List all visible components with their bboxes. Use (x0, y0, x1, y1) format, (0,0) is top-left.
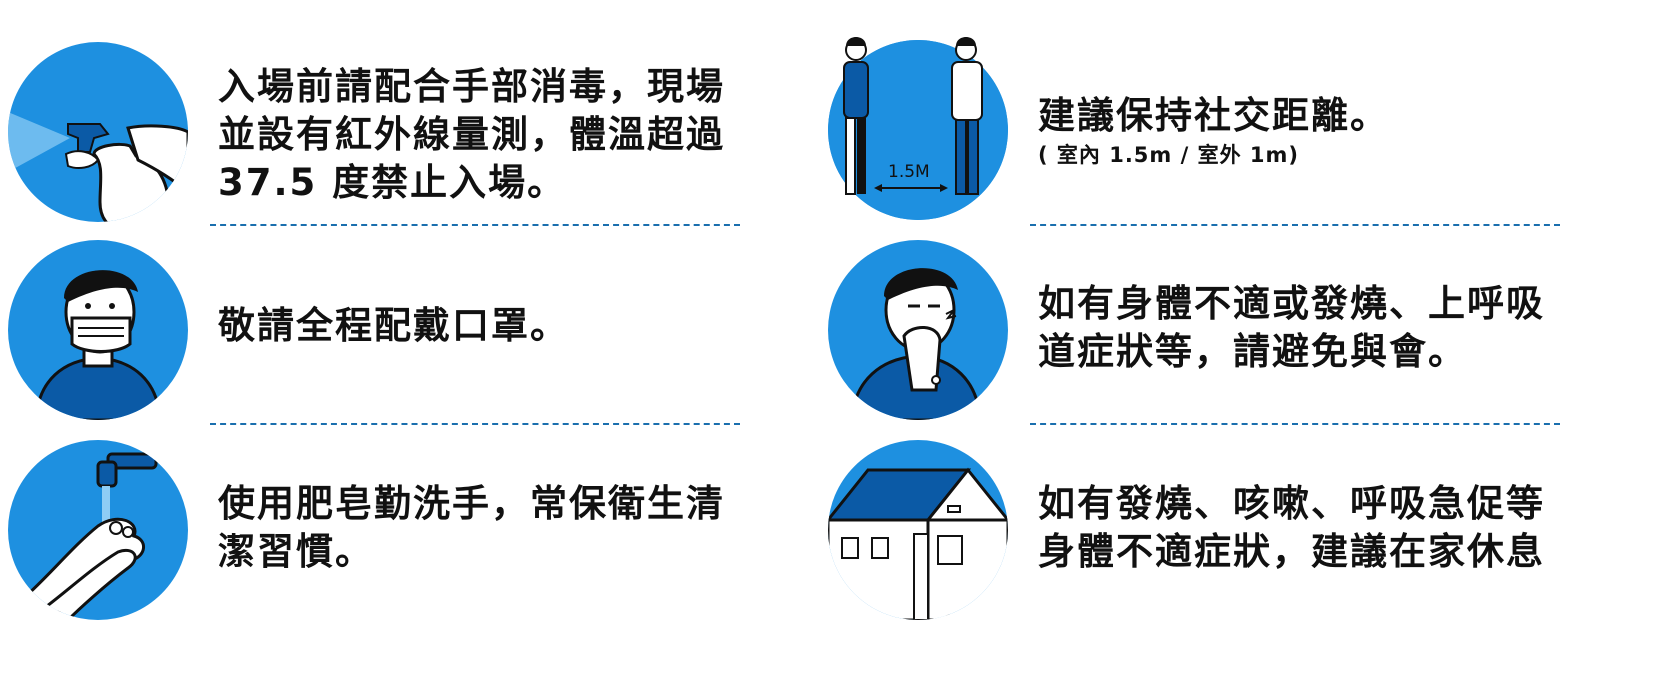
tip-text: 入場前請配合手部消毒，現場 並設有紅外線量測，體溫超過 37.5 度禁止入場。 (218, 63, 725, 207)
text-line: 入場前請配合手部消毒，現場 (218, 65, 725, 108)
text-line: 如有身體不適或發燒、上呼吸 (1038, 282, 1545, 325)
tip-text: 敬請全程配戴口罩。 (218, 302, 569, 350)
tip-text: 如有發燒、咳嗽、呼吸急促等 身體不適症狀，建議在家休息 (1038, 480, 1545, 576)
text-line: 道症狀等，請避免與會。 (1038, 330, 1467, 373)
hand-washing-icon (8, 440, 188, 620)
text-line: 37.5 度禁止入場。 (218, 161, 567, 204)
text-line: 身體不適症狀，建議在家休息 (1038, 530, 1545, 573)
text-line: 敬請全程配戴口罩。 (218, 304, 569, 347)
text-line: 使用肥皂勤洗手，常保衛生清 (218, 482, 725, 525)
divider (210, 423, 740, 425)
face-mask-icon (8, 240, 188, 420)
divider (1030, 423, 1560, 425)
divider (210, 224, 740, 226)
house-icon (828, 440, 1008, 620)
tip-text: 建議保持社交距離。 ( 室內 1.5m / 室外 1m) (1038, 92, 1389, 170)
tip-text: 使用肥皂勤洗手，常保衛生清 潔習慣。 (218, 480, 725, 576)
social-distance-icon: 1.5M (828, 37, 1008, 220)
distance-note: ( 室內 1.5m / 室外 1m) (1038, 143, 1299, 167)
text-line: 如有發燒、咳嗽、呼吸急促等 (1038, 482, 1545, 525)
text-line: 建議保持社交距離。 (1038, 94, 1389, 137)
divider (1030, 224, 1560, 226)
spray-bottle-icon (8, 42, 188, 222)
tip-text: 如有身體不適或發燒、上呼吸 道症狀等，請避免與會。 (1038, 280, 1545, 376)
text-line: 並設有紅外線量測，體溫超過 (218, 113, 725, 156)
distance-label: 1.5M (888, 162, 930, 182)
sneezing-person-icon (828, 240, 1008, 420)
text-line: 潔習慣。 (218, 530, 374, 573)
